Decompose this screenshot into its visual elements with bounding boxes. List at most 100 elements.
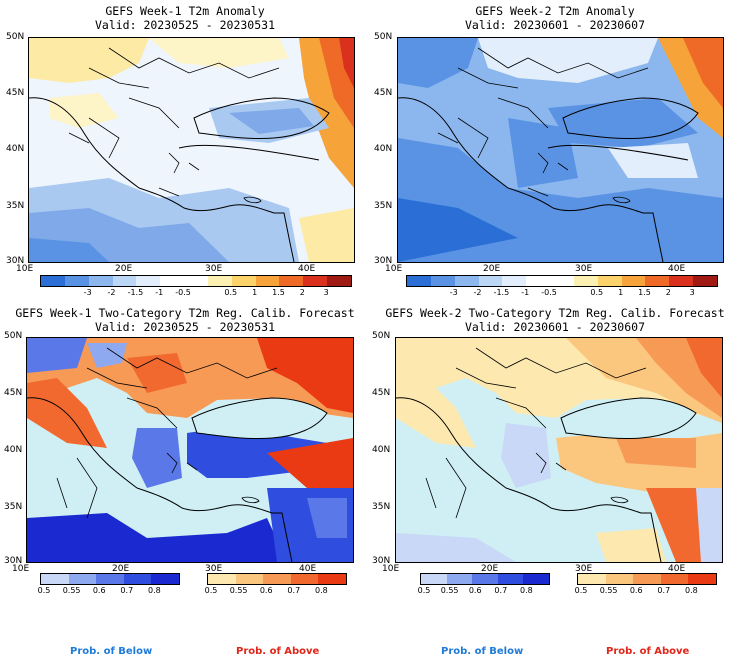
colorbar-swatch (279, 276, 304, 286)
colorbar-swatch (123, 574, 152, 584)
colorbar-tick-label: -3 (449, 288, 458, 297)
colorbar-swatch (151, 574, 179, 584)
panel-week2-probability: GEFS Week-2 Two-Category T2m Reg. Calib.… (370, 300, 740, 600)
lat-label: 50N (6, 32, 25, 42)
colorbar-tick-label: 0.55 (440, 586, 459, 595)
lon-label: 10E (16, 264, 34, 274)
above-colorbar (207, 573, 347, 585)
lon-label: 10E (12, 564, 30, 574)
colorbar-swatch (478, 276, 503, 286)
colorbar-tick-label: 1 (618, 288, 624, 297)
colorbar-tick-label: -3 (83, 288, 92, 297)
colorbar-tick-label: 2 (299, 288, 305, 297)
colorbar-swatch (407, 276, 431, 286)
colorbar-tick-label: 0.6 (629, 586, 643, 595)
probability-field (396, 338, 722, 562)
colorbar-swatch (605, 574, 634, 584)
colorbar-swatch (526, 276, 551, 286)
lat-label: 50N (4, 331, 23, 341)
panel-valid-dates: Valid: 20230525 - 20230531 (94, 320, 275, 334)
lon-label: 20E (112, 564, 130, 574)
panel-valid-dates: Valid: 20230601 - 20230607 (464, 18, 645, 32)
colorbar-swatch (318, 574, 346, 584)
panel-week2-anomaly: GEFS Week-2 T2m Anomaly Valid: 20230601 … (370, 0, 740, 300)
colorbar-tick-label: 0.8 (520, 586, 533, 595)
lon-label: 10E (385, 264, 403, 274)
colorbar-labels: -3 -2 -1.5 -1 -0.5 0.5 1 1.5 2 3 (406, 288, 718, 298)
colorbar-tick-label: 0.55 (599, 586, 618, 595)
colorbar-swatch (502, 276, 527, 286)
colorbar-tick-label: 0.5 (574, 586, 588, 595)
colorbar-swatch (41, 574, 69, 584)
anomaly-field (29, 38, 354, 262)
lat-label: 35N (6, 201, 25, 211)
lon-label: 20E (483, 264, 501, 274)
map-week2-anomaly (397, 37, 724, 263)
panel-title: GEFS Week-1 Two-Category T2m Reg. Calib.… (15, 306, 355, 320)
lat-label: 35N (4, 502, 23, 512)
colorbar-tick-label: -2 (107, 288, 116, 297)
colorbar-swatch (231, 276, 256, 286)
colorbar-swatch (263, 574, 291, 584)
colorbar-swatch (550, 276, 574, 286)
colorbar-swatch (255, 276, 280, 286)
prob-above-label: Prob. of Above (236, 646, 320, 657)
panel-week1-probability: GEFS Week-1 Two-Category T2m Reg. Calib.… (0, 300, 370, 600)
probability-field (27, 338, 353, 562)
colorbar-swatch (303, 276, 328, 286)
colorbar-tick-label: 0.8 (315, 586, 328, 595)
colorbar-tick-label: 0.8 (148, 586, 161, 595)
anomaly-colorbar (406, 275, 718, 287)
lat-label: 30N (4, 556, 23, 566)
colorbar-swatch (88, 276, 113, 286)
lon-label: 30E (575, 264, 593, 274)
colorbar-swatch (96, 574, 124, 584)
lat-label: 40N (372, 445, 391, 455)
lat-label: 45N (374, 88, 393, 98)
colorbar-tick-label: 0.5 (204, 586, 218, 595)
colorbar-swatch (64, 276, 89, 286)
colorbar-tick-label: 0.5 (590, 288, 604, 297)
below-colorbar-labels: 0.5 0.55 0.6 0.7 0.8 (418, 586, 548, 596)
colorbar-tick-label: 3 (689, 288, 695, 297)
lon-label: 40E (668, 564, 686, 574)
colorbar-swatch (235, 574, 264, 584)
lat-label: 35N (372, 502, 391, 512)
colorbar-swatch (669, 276, 694, 286)
colorbar-tick-label: 0.6 (259, 586, 273, 595)
colorbar-tick-label: 0.55 (229, 586, 248, 595)
lat-label: 40N (6, 144, 25, 154)
lon-label: 20E (115, 264, 133, 274)
anomaly-colorbar (40, 275, 352, 287)
colorbar-swatch (446, 574, 473, 584)
anomaly-field (398, 38, 723, 262)
colorbar-tick-label: 0.55 (62, 586, 81, 595)
colorbar-tick-label: 3 (323, 288, 329, 297)
panel-title: GEFS Week-2 Two-Category T2m Reg. Calib.… (385, 306, 725, 320)
colorbar-tick-label: 1.5 (638, 288, 651, 297)
panel-valid-dates: Valid: 20230601 - 20230607 (464, 320, 645, 334)
colorbar-tick-label: -1.5 (493, 288, 510, 297)
lat-label: 45N (6, 88, 25, 98)
colorbar-swatch (660, 574, 689, 584)
colorbar-swatch (523, 574, 549, 584)
below-colorbar (40, 573, 180, 585)
colorbar-tick-label: 0.8 (685, 586, 698, 595)
above-colorbar-labels: 0.5 0.55 0.6 0.7 0.8 (204, 586, 345, 596)
map-week1-probability (26, 337, 354, 563)
lon-label: 40E (668, 264, 686, 274)
lat-label: 40N (374, 144, 393, 154)
colorbar-swatch (41, 276, 65, 286)
colorbar-swatch (184, 276, 208, 286)
colorbar-tick-label: 1 (252, 288, 258, 297)
prob-below-label: Prob. of Below (70, 646, 153, 657)
colorbar-swatch (430, 276, 455, 286)
above-colorbar-labels: 0.5 0.55 0.6 0.7 0.8 (574, 586, 715, 596)
colorbar-tick-label: 0.5 (37, 586, 51, 595)
colorbar-swatch (136, 276, 161, 286)
colorbar-tick-label: -1.5 (127, 288, 144, 297)
below-colorbar (420, 573, 550, 585)
lat-label: 30N (6, 256, 25, 266)
colorbar-swatch (472, 574, 498, 584)
prob-above-label: Prob. of Above (606, 646, 690, 657)
